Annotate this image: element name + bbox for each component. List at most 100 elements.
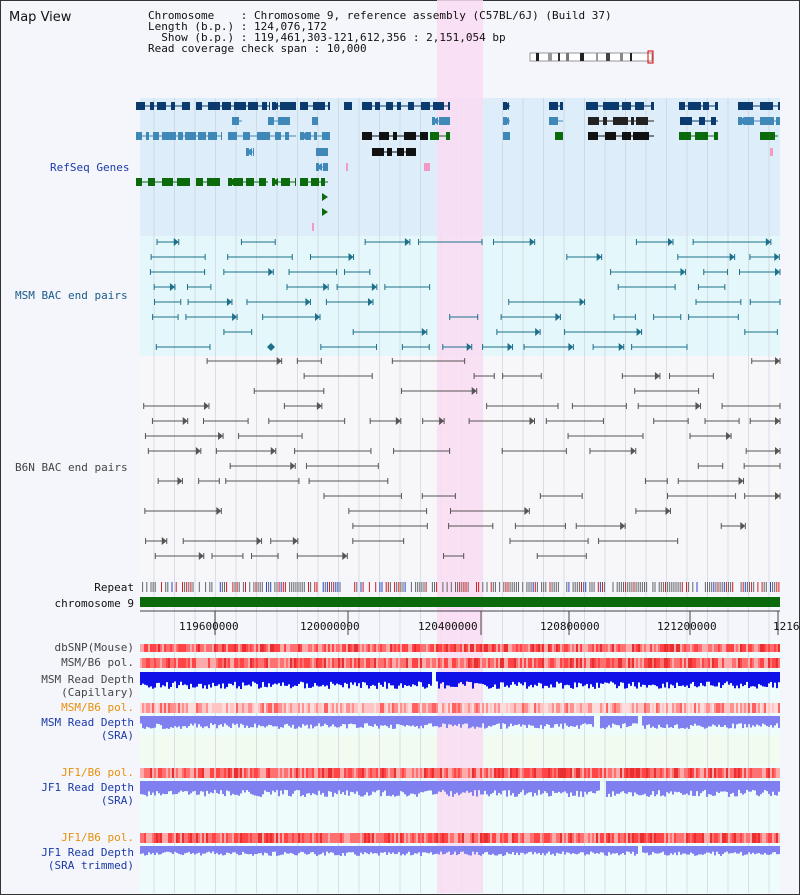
jf1-b6-pol-2-heat [778,833,780,843]
msm-depth-sra-bar [428,716,430,724]
msm-depth-capillary-bar [690,672,692,684]
jf1-b6-pol-2-heat [702,833,704,843]
msm-b6-pol-heat [696,658,698,668]
dbsnp-heat [156,644,158,652]
msm-b6-pol-sra-heat [168,703,170,713]
msm-b6-pol-sra-heat [322,703,324,713]
jf1-depth-trim-bar [758,846,760,854]
msm-b6-pol-sra-heat [438,703,440,713]
msm-depth-capillary-bar [186,672,188,686]
jf1-b6-pol-heat [520,768,522,778]
dbsnp-heat [264,644,266,652]
jf1-depth-trim-bar [284,846,286,853]
dbsnp-heat [446,644,448,652]
jf1-depth-sra-bar [538,781,540,790]
msm-b6-pol-heat [254,658,256,668]
msm-depth-sra-bar [346,716,348,729]
dbsnp-heat [310,644,312,652]
msm-b6-pol-sra-heat [750,703,752,713]
jf1-depth-trim-bar [256,846,258,855]
msm-b6-pol-heat [688,658,690,668]
jf1-depth-trim-bar [402,846,404,855]
msm-b6-pol-sra-heat [698,703,700,713]
msm-depth-capillary-bar [196,672,198,687]
msm-b6-pol-heat [768,658,770,668]
msm-b6-pol-heat [740,658,742,668]
jf1-b6-pol-2-heat [158,833,160,843]
msm-depth-capillary-bar [732,672,734,686]
msm-depth-capillary-bar [282,672,284,683]
jf1-depth-sra-bar [588,781,590,792]
repeat-mark [198,582,200,592]
msm-depth-sra-bar [308,716,310,729]
msm-b6-pol-heat [620,658,622,668]
msm-depth-capillary-bar [650,672,652,686]
jf1-b6-pol-2-heat [668,833,670,843]
jf1-b6-pol-heat [304,768,306,778]
msm-depth-capillary-bar [726,672,728,682]
dbsnp-heat [702,644,704,652]
jf1-depth-sra-bar [644,781,646,794]
jf1-depth-sra-bar [512,781,514,794]
jf1-b6-pol-heat [712,768,714,778]
msm-b6-pol-sra-heat [724,703,726,713]
b6n-bac-pair-end-arrow [161,537,167,545]
jf1-b6-pol-heat [506,768,508,778]
gene-exon [397,102,401,110]
msm-b6-pol-sra-heat [196,703,198,713]
msm-b6-pol-sra-heat [620,703,622,713]
msm-b6-pol-sra-heat [418,703,420,713]
jf1-depth-trim-bar [140,846,142,854]
jf1-b6-pol-heat [542,768,544,778]
repeat-mark [667,582,669,592]
jf1-depth-trim-bar [466,846,468,855]
msm-b6-pol-heat [228,658,230,668]
gene-strand-arrow [228,132,234,140]
jf1-depth-sra-bar [246,781,248,791]
jf1-depth-trim-bar [734,846,736,853]
jf1-b6-pol-2-heat [352,833,354,843]
msm-b6-pol-heat [612,658,614,668]
dbsnp-heat [610,644,612,652]
msm-depth-sra-bar [186,716,188,728]
dbsnp-heat [500,644,502,652]
axis-tick-label: 120000000 [300,620,360,633]
jf1-depth-sra-bar [192,781,194,792]
jf1-depth-trim-bar [672,846,674,855]
jf1-b6-pol-2-heat [536,833,538,843]
msm-depth-capillary-bar [610,672,612,682]
jf1-depth-sra-bar [330,781,332,792]
jf1-depth-trim-bar [346,846,348,853]
jf1-b6-pol-2-heat [286,833,288,843]
jf1-b6-pol-2-heat [322,833,324,843]
msm-b6-pol-sra-heat [302,703,304,713]
jf1-depth-sra-bar [490,781,492,795]
dbsnp-heat [580,644,582,652]
repeat-mark [476,582,477,592]
jf1-b6-pol-2-heat [736,833,738,843]
repeat-mark [459,582,461,592]
gene-exon [285,132,289,140]
msm-depth-capillary-bar [270,672,272,687]
gene-exon [278,117,290,125]
msm-b6-pol-heat [478,658,480,668]
dbsnp-heat [578,644,580,652]
msm-depth-sra-bar [248,716,250,728]
jf1-b6-pol-2-heat [488,833,490,843]
b6n-bac-pair-end-arrow [665,507,671,515]
msm-b6-pol-heat [562,658,564,668]
msm-depth-sra-bar [322,716,324,726]
jf1-b6-pol-2-heat [746,833,748,843]
jf1-depth-sra-bar [518,781,520,795]
msm-b6-pol-sra-heat [616,703,618,713]
msm-b6-pol-sra-heat [312,703,314,713]
jf1-depth-trim-bar [374,846,376,854]
repeat-mark [257,582,259,592]
jf1-b6-pol-heat [380,768,382,778]
track-label-jf1-depth-sra-sub: (SRA) [100,794,134,807]
jf1-depth-trim-bar [718,846,720,855]
jf1-b6-pol-heat [558,768,560,778]
msm-depth-sra-bar [514,716,516,725]
jf1-depth-trim-bar [728,846,730,854]
